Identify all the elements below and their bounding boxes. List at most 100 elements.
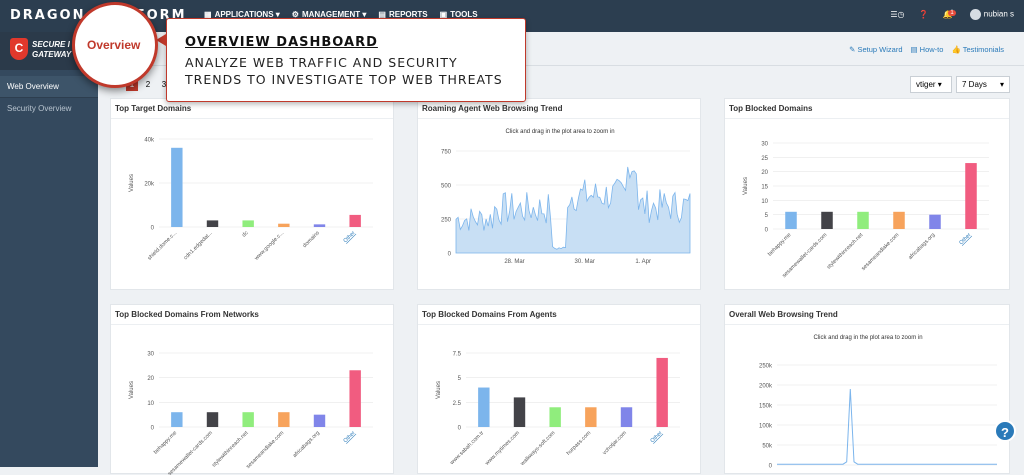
nav-tools[interactable]: ▣ TOOLS xyxy=(439,10,478,19)
sidebar: C SECURE I GATEWAY Web Overview Security … xyxy=(0,32,98,467)
help-icon[interactable]: ❓ xyxy=(918,10,929,19)
x-tick-label: Other xyxy=(343,430,357,444)
y-axis-label: Values xyxy=(129,174,135,192)
x-tick-label: stylewithinreach.net xyxy=(211,430,250,469)
bar-2 xyxy=(242,412,254,427)
notification-badge: 1 xyxy=(948,10,956,16)
bar-4 xyxy=(313,224,326,227)
y-tick-label: 50k xyxy=(762,444,773,450)
y-tick-label: 20 xyxy=(147,376,154,382)
user-menu[interactable]: nubian s xyxy=(969,9,1014,20)
panel-title: Top Blocked Domains From Networks xyxy=(115,310,259,319)
x-tick-label: sesameandlake.com xyxy=(245,430,285,470)
x-tick-label: 28. Mar xyxy=(504,259,524,265)
bar-1 xyxy=(821,211,833,229)
y-tick-label: 10 xyxy=(761,199,768,205)
line-series xyxy=(777,388,997,465)
x-tick-label: cdn1.edgedat... xyxy=(183,230,214,261)
howto-link[interactable]: ▤ How-to xyxy=(910,45,944,54)
panel-blocked-agents: Top Blocked Domains From Agents 0 2.5 5 7.5… xyxy=(417,304,701,474)
chart-subtitle: Click and drag in the plot area to zoom … xyxy=(813,335,922,341)
bar-5 xyxy=(656,357,668,427)
page-2[interactable]: 2 xyxy=(145,80,151,89)
nav-reports[interactable]: ▤ REPORTS xyxy=(378,10,428,19)
x-tick-label: hurpass.com xyxy=(566,430,593,457)
setup-wizard-link[interactable]: ✎ Setup Wizard xyxy=(849,45,903,54)
x-tick-label: stylewithinreach.net xyxy=(826,232,865,271)
panel-blocked-networks: Top Blocked Domains From Networks 0 10 20 3… xyxy=(110,304,395,475)
shield-icon: C xyxy=(10,38,28,60)
top-nav: ▦ APPLICATIONS ▾ ⚙ MANAGEMENT ▾ ▤ REPORTS ▣… xyxy=(204,10,478,19)
x-tick-label: africabags.org xyxy=(292,430,321,459)
notifications-icon[interactable]: 🔔1 xyxy=(942,10,956,19)
sidebar-item-security-overview[interactable]: Security Overview xyxy=(0,97,98,118)
bar-2 xyxy=(857,211,869,229)
y-tick-label: 7.5 xyxy=(453,352,462,358)
panel-overall-trend: Overall Web Browsing Trend Click and dra… xyxy=(724,304,1010,474)
x-tick-label: www.google.c... xyxy=(253,230,286,263)
panel-title: Top Blocked Domains xyxy=(729,104,813,113)
chart-overall-trend[interactable]: Click and drag in the plot area to zoom … xyxy=(725,325,1011,475)
y-tick-label: 15 xyxy=(761,185,768,191)
chart-blocked-networks[interactable]: 0102030Valuesbehappy.mesesamewallet-card… xyxy=(111,325,395,475)
y-tick-label: 100k xyxy=(759,424,773,430)
main-content: ✎ Setup Wizard ▤ How-to 👍 Testimonials 1… xyxy=(98,32,1024,475)
y-tick-label: 0 xyxy=(765,228,769,234)
y-tick-label: 250k xyxy=(759,364,773,370)
y-tick-label: 20 xyxy=(761,170,768,176)
y-tick-label: 30 xyxy=(147,352,154,358)
bar-0 xyxy=(478,387,490,427)
y-tick-label: 30 xyxy=(761,142,768,148)
top-right: ☰◷ ❓ 🔔1 nubian s xyxy=(890,9,1014,20)
callout-pointer xyxy=(156,34,166,46)
sidebar-item-web-overview[interactable]: Web Overview xyxy=(0,76,98,97)
bar-3 xyxy=(278,412,290,427)
y-tick-label: 10 xyxy=(147,401,154,407)
y-tick-label: 0 xyxy=(448,252,452,258)
overview-label: Overview xyxy=(87,38,141,52)
avatar xyxy=(969,9,981,20)
x-tick-label: vchotjar.com xyxy=(602,430,628,456)
callout-box: OVERVIEW DASHBOARD ANALYZE WEB TRAFFIC A… xyxy=(166,18,526,102)
divider xyxy=(98,65,1024,66)
chart-roaming-agent-trend[interactable]: Click and drag in the plot area to zoom … xyxy=(418,119,702,289)
y-tick-label: 150k xyxy=(759,404,773,410)
x-tick-label: www.mytimes.com xyxy=(484,430,521,467)
bar-1 xyxy=(206,220,219,227)
panel-title: Roaming Agent Web Browsing Trend xyxy=(422,104,563,113)
company-select[interactable]: vtiger ▾ xyxy=(910,76,952,93)
x-tick-label: domains xyxy=(302,230,321,249)
panel-top-blocked-domains: Top Blocked Domains 0 5 10 15 20 25 30 Values be… xyxy=(724,98,1010,290)
x-tick-label: Other xyxy=(343,230,357,244)
bar-3 xyxy=(585,407,597,427)
x-tick-label: www.sabah.com.tr xyxy=(449,430,486,467)
toolbox-icon: ▣ xyxy=(439,10,448,19)
x-tick-label: walkways-soft.com xyxy=(519,430,557,468)
x-tick-label: shield.dome.c... xyxy=(147,230,179,262)
chart-top-blocked-domains[interactable]: 051015202530Valuesbehappy.mesesamewallet… xyxy=(725,119,1011,289)
clock-icon[interactable]: ☰◷ xyxy=(890,10,905,19)
chart-top-target-domains[interactable]: 0 20k 40k Values shield.dome.c... cdn1.edgeda… xyxy=(111,119,395,289)
panel-title: Top Target Domains xyxy=(115,104,192,113)
y-axis-label: Values xyxy=(129,381,135,399)
chart-blocked-agents[interactable]: 0 2.5 5 7.5 Values www.sabah.com.tr www.mytime… xyxy=(418,325,702,475)
y-tick-label: 250 xyxy=(441,218,452,224)
range-select[interactable]: 7 Days ▾ xyxy=(956,76,1010,93)
magnifier-circle: Overview xyxy=(72,2,158,88)
x-tick-label: Other xyxy=(650,430,664,444)
nav-applications[interactable]: ▦ APPLICATIONS ▾ xyxy=(204,10,280,19)
y-axis-label: Values xyxy=(743,177,749,195)
x-tick-label: dc xyxy=(241,230,250,239)
users-icon: ⚙ xyxy=(291,10,299,19)
help-button[interactable]: ? xyxy=(994,420,1016,442)
bar-1 xyxy=(206,412,219,427)
bar-4 xyxy=(313,414,326,427)
y-tick-label: 20k xyxy=(144,182,155,188)
panel-top-target-domains: Top Target Domains 0 20k 40k Values shield.d… xyxy=(110,98,394,290)
testimonials-link[interactable]: 👍 Testimonials xyxy=(951,45,1004,54)
nav-management[interactable]: ⚙ MANAGEMENT ▾ xyxy=(291,10,367,19)
page-3[interactable]: 3 xyxy=(161,80,167,89)
y-tick-label: 200k xyxy=(759,384,773,390)
y-tick-label: 0 xyxy=(151,226,155,232)
bar-4 xyxy=(620,407,633,427)
